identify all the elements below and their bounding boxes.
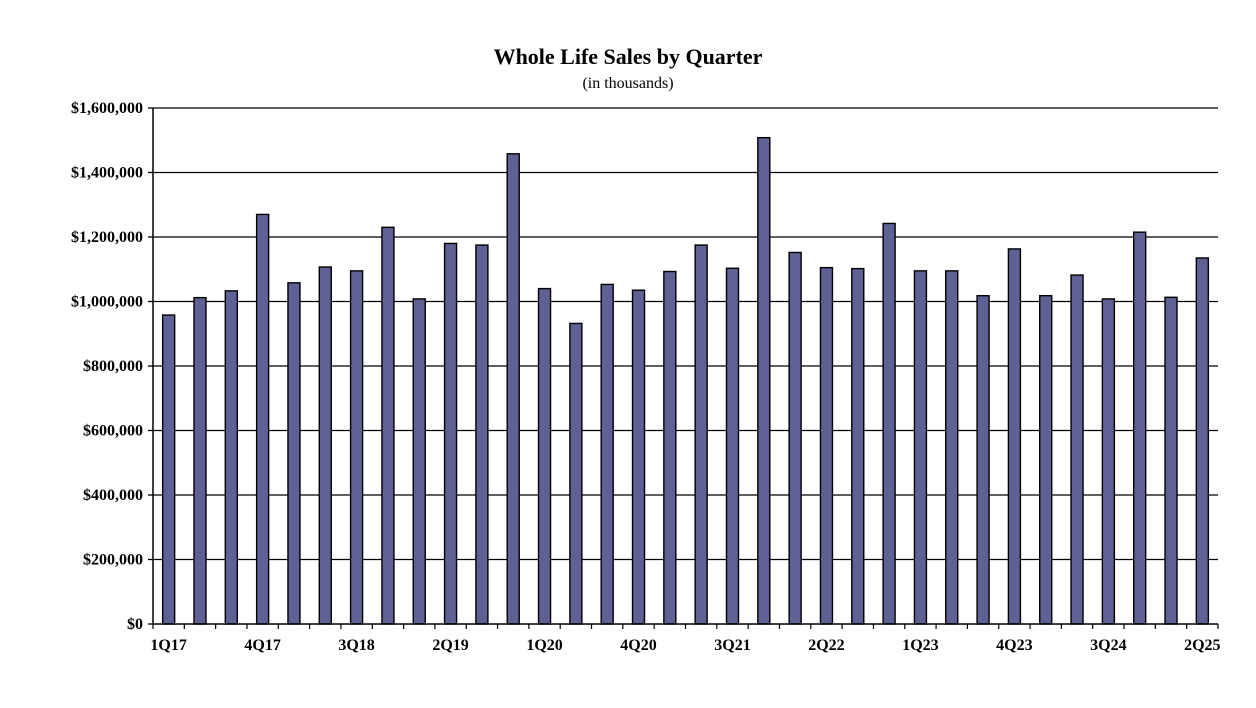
x-tick-label: 2Q22	[808, 637, 844, 654]
bar-1Q17	[161, 314, 176, 625]
y-tick-labels: $0 $200,000 $400,000 $600,000 $800,000 $1,000…	[71, 100, 143, 633]
bar-1Q18	[287, 282, 301, 625]
bar-1Q22	[788, 251, 802, 625]
bar-4Q21	[757, 136, 771, 625]
bar-3Q20	[600, 283, 614, 625]
x-tick-label: 2Q19	[432, 637, 468, 654]
x-tick-label: 3Q18	[338, 637, 374, 654]
y-tick-label: $200,000	[83, 552, 143, 569]
bar-3Q19	[475, 244, 489, 625]
x-tick-label: 4Q20	[620, 637, 656, 654]
y-tick-label: $1,400,000	[71, 165, 143, 182]
bar-2Q19	[443, 242, 458, 625]
x-tick-label: 2Q25	[1184, 637, 1220, 654]
y-tick-label: $600,000	[83, 423, 143, 440]
bar-3Q17	[224, 290, 239, 625]
bar-2Q21	[694, 244, 708, 625]
bar-4Q22	[882, 222, 896, 625]
chart-title: Whole Life Sales by Quarter	[493, 44, 763, 69]
bar-1Q24	[1039, 294, 1053, 625]
bar-4Q23	[1007, 248, 1022, 625]
bar-3Q18	[349, 270, 364, 625]
bar-2Q22	[819, 266, 834, 625]
bar-1Q21	[663, 270, 677, 625]
x-tick-label: 3Q24	[1090, 637, 1126, 654]
x-tick-label: 3Q21	[714, 637, 750, 654]
bar-4Q17	[255, 213, 270, 625]
bar-2Q18	[318, 266, 332, 625]
bars	[161, 136, 1210, 625]
x-tick-label: 1Q17	[150, 637, 186, 654]
y-tick-label: $800,000	[83, 358, 143, 375]
bar-1Q19	[412, 298, 426, 625]
gridlines	[153, 107, 1218, 561]
x-tick-label: 1Q23	[902, 637, 938, 654]
bar-2Q25	[1195, 257, 1210, 625]
x-tick-label: 1Q20	[526, 637, 562, 654]
bar-1Q23	[913, 270, 928, 625]
x-tick-labels: 1Q17 4Q17 3Q18 2Q19 1Q20 4Q20 3Q21 2Q22 1Q23 4Q23…	[150, 637, 1220, 654]
y-tick-label: $1,200,000	[71, 229, 143, 246]
y-tick-label: $1,000,000	[71, 294, 143, 311]
x-tick-label: 4Q17	[244, 637, 280, 654]
x-tick-label: 4Q23	[996, 637, 1032, 654]
bar-3Q23	[976, 294, 990, 625]
y-tick-label: $1,600,000	[71, 100, 143, 117]
bar-4Q24	[1132, 231, 1147, 625]
bar-2Q23	[945, 270, 959, 625]
bar-1Q25	[1164, 296, 1178, 625]
bar-3Q21	[725, 267, 740, 625]
bar-4Q18	[381, 226, 395, 625]
bar-4Q19	[506, 153, 520, 625]
bar-3Q22	[851, 267, 865, 625]
bar-3Q24	[1101, 298, 1116, 625]
axes	[148, 107, 1219, 629]
chart-subtitle: (in thousands)	[582, 75, 674, 92]
bar-2Q17	[193, 296, 207, 625]
bar-1Q20	[537, 287, 552, 625]
bar-4Q20	[631, 289, 646, 625]
bar-2Q20	[569, 322, 583, 625]
y-tick-label: $0	[127, 616, 143, 633]
y-tick-label: $400,000	[83, 487, 143, 504]
bar-2Q24	[1070, 274, 1084, 625]
